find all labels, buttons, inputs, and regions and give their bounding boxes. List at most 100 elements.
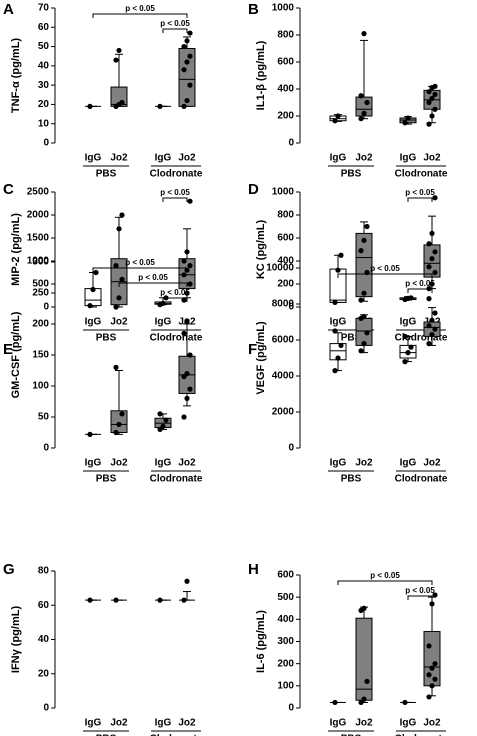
data-point: [426, 296, 432, 302]
y-tick-label: 0: [43, 302, 49, 313]
x-tick-label: Jo2: [355, 718, 373, 729]
data-point: [113, 597, 119, 603]
data-point: [429, 95, 435, 102]
x-tick-label: Jo2: [355, 458, 373, 469]
x-tick-label: IgG: [155, 153, 172, 164]
data-point: [113, 304, 119, 310]
panel-letter: D: [248, 181, 259, 198]
y-tick-label: 20: [38, 99, 50, 110]
data-point: [432, 83, 438, 89]
data-point: [90, 286, 96, 293]
y-tick-label: 250: [32, 288, 49, 299]
significance-label: p < 0.05: [370, 264, 400, 273]
x-tick-label: IgG: [85, 317, 102, 328]
significance-bracket: [162, 297, 188, 302]
panel-letter: G: [3, 561, 15, 578]
data-point: [116, 295, 122, 301]
box: [423, 631, 441, 687]
significance-bracket: [118, 282, 188, 287]
x-tick-label: IgG: [155, 718, 172, 729]
group-label: PBS: [96, 734, 117, 736]
data-point: [187, 386, 193, 392]
significance-bracket: [337, 580, 433, 585]
data-point: [181, 103, 187, 109]
data-point: [361, 290, 367, 296]
y-tick-label: 60: [38, 22, 50, 33]
group-label: Clodronate: [150, 734, 203, 736]
panel-letter: B: [248, 1, 259, 18]
x-tick-label: Jo2: [355, 153, 373, 164]
y-tick-label: 300: [277, 636, 294, 647]
data-point: [184, 59, 190, 65]
data-point: [426, 264, 432, 270]
group-label: Clodronate: [395, 169, 448, 180]
data-point: [426, 672, 432, 678]
significance-bracket: [407, 288, 433, 293]
x-tick-label: IgG: [400, 153, 417, 164]
data-point: [364, 330, 370, 336]
data-point: [338, 342, 344, 348]
y-tick-label: 70: [38, 3, 50, 14]
significance-bracket: [407, 197, 433, 202]
x-tick-label: Jo2: [110, 317, 128, 328]
data-point: [332, 699, 338, 706]
data-point: [429, 230, 435, 236]
y-tick-label: 800: [277, 30, 294, 41]
y-tick-label: 1000: [27, 256, 50, 267]
y-tick-label: 40: [38, 634, 50, 645]
data-point: [358, 297, 364, 303]
data-point: [187, 263, 193, 269]
y-tick-label: 400: [277, 256, 294, 267]
data-point: [160, 300, 166, 306]
data-point: [87, 431, 93, 437]
data-point: [361, 110, 367, 116]
x-tick-label: IgG: [330, 153, 347, 164]
group-label: Clodronate: [150, 169, 203, 180]
box: [110, 410, 128, 433]
group-label: PBS: [96, 474, 117, 485]
data-point: [429, 317, 435, 323]
data-point: [116, 47, 122, 54]
data-point: [402, 359, 408, 365]
data-point: [93, 269, 99, 276]
data-point: [184, 395, 190, 401]
data-point: [432, 195, 438, 201]
x-tick-label: Jo2: [178, 153, 196, 164]
y-tick-label: 6000: [272, 335, 295, 346]
data-point: [429, 281, 435, 287]
data-point: [432, 91, 438, 97]
data-point: [402, 333, 408, 339]
data-point: [432, 269, 438, 276]
y-tick-label: 600: [277, 570, 294, 581]
data-point: [332, 328, 338, 334]
x-tick-label: IgG: [330, 317, 347, 328]
y-tick-label: 20: [38, 668, 50, 679]
x-tick-label: IgG: [85, 153, 102, 164]
group-label: Clodronate: [395, 333, 448, 344]
data-point: [87, 597, 93, 603]
group-label: PBS: [341, 474, 362, 485]
group-label: PBS: [96, 169, 117, 180]
y-tick-label: 600: [277, 57, 294, 68]
data-point: [184, 371, 190, 377]
data-point: [181, 67, 187, 73]
y-tick-label: 200: [32, 319, 49, 330]
data-point: [332, 368, 338, 374]
data-point: [429, 683, 435, 689]
y-tick-label: 4000: [272, 371, 295, 382]
data-point: [335, 267, 341, 273]
data-point: [364, 678, 370, 685]
box: [178, 48, 196, 107]
data-point: [184, 38, 190, 44]
y-axis-label: IFNγ (pg/mL): [10, 606, 22, 674]
data-point: [361, 31, 367, 37]
data-point: [187, 30, 193, 36]
panel-letter: A: [3, 1, 14, 18]
y-tick-label: 60: [38, 600, 50, 611]
significance-bracket: [407, 595, 433, 600]
data-point: [87, 103, 93, 109]
data-point: [429, 256, 435, 262]
y-tick-label: 1000: [272, 3, 295, 14]
